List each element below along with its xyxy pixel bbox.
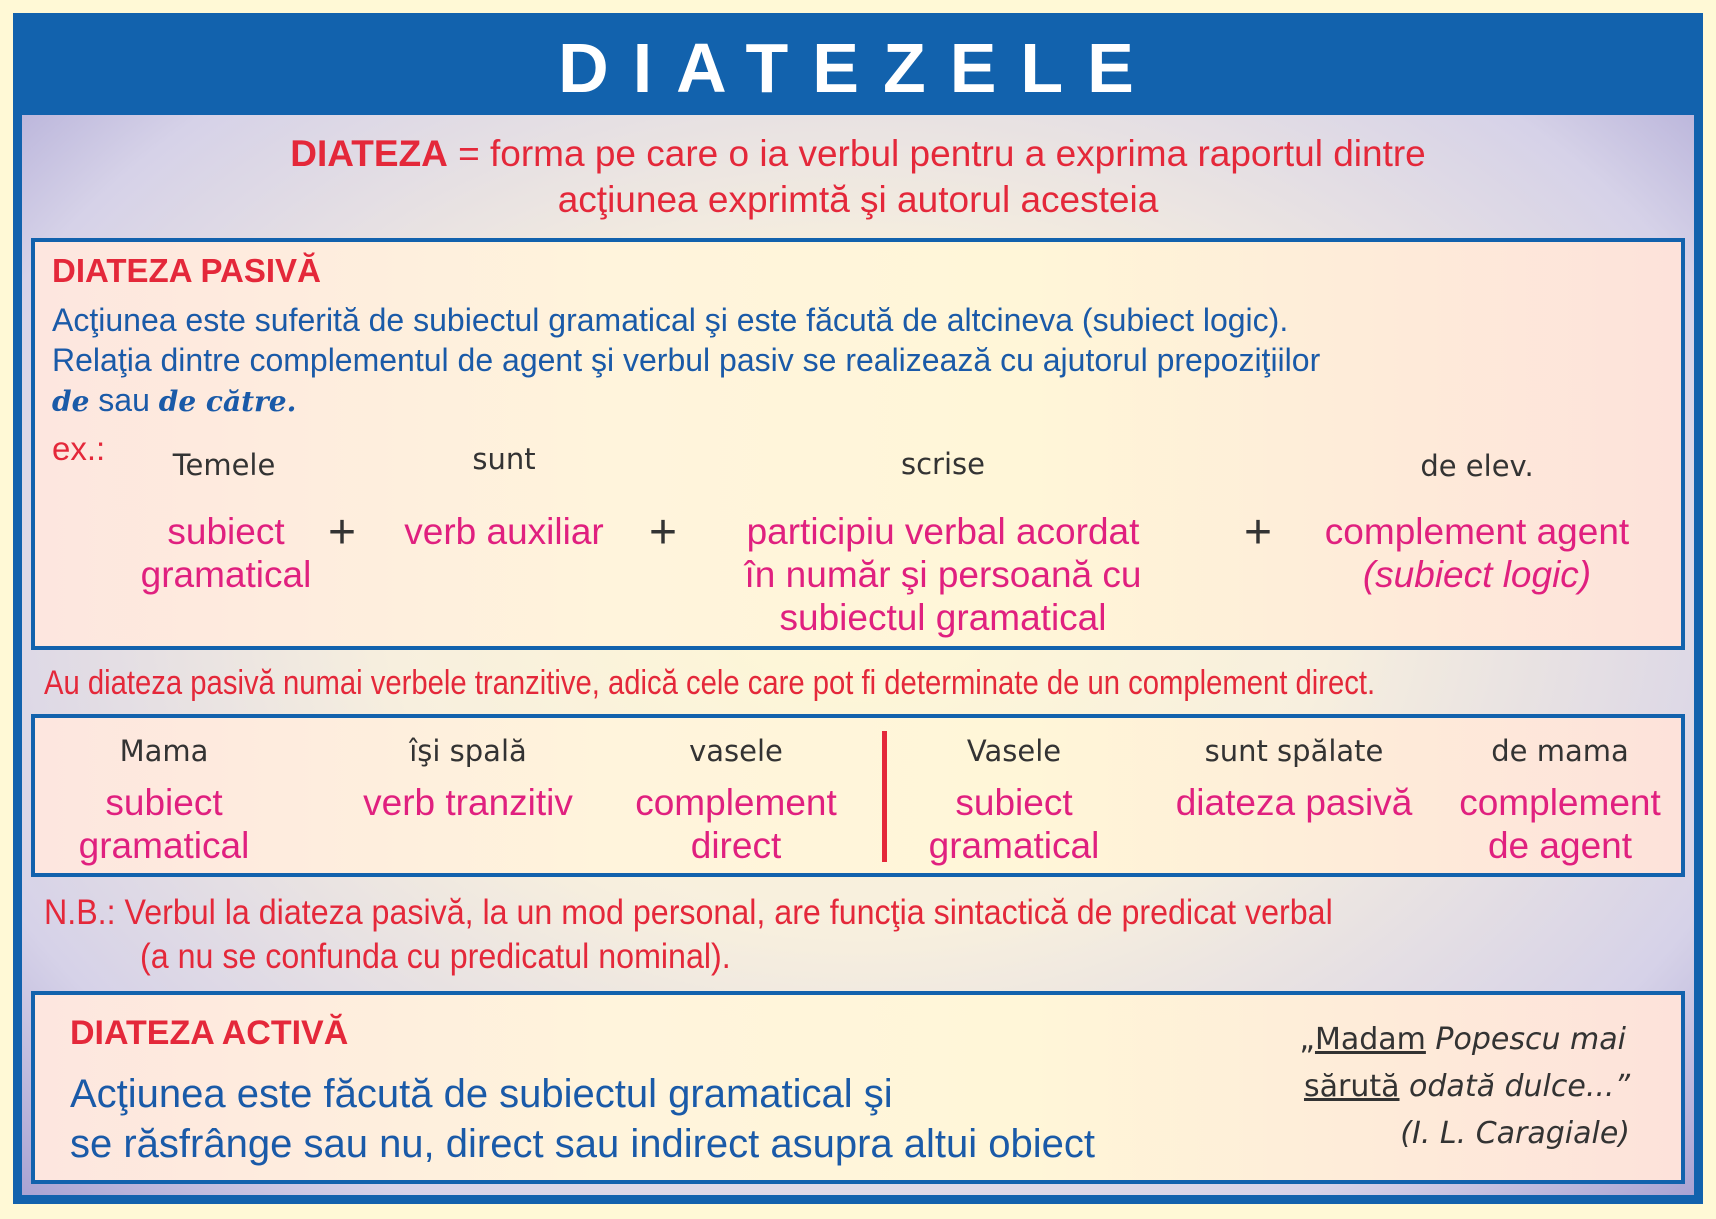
example-word: sunt (472, 442, 536, 476)
title-bar (13, 13, 1703, 115)
active-voice-box (31, 991, 1685, 1184)
definition-text: = forma pe care o ia verbul pentru a exp… (447, 133, 1426, 174)
definition-line-2: acţiunea exprimtă şi autorul acesteia (557, 179, 1159, 220)
example-label: ex.: (52, 430, 106, 467)
definition-term: DIATEZA (290, 133, 448, 174)
plus-sign: + (327, 506, 357, 559)
prep-de-catre: de către. (158, 385, 297, 418)
example-role-participle: participiu verbal acordat în număr şi per… (744, 511, 1142, 638)
example-role-subject: subiect gramatical (140, 511, 312, 595)
conj-sau: sau (89, 382, 159, 418)
quote-author: (I. L. Caragiale) (1400, 1116, 1630, 1151)
passive-line-3: de sau de către. (52, 382, 296, 419)
page-title: DIATEZELE (558, 29, 1158, 107)
comparison-word: vasele (689, 734, 783, 768)
comparison-word: de mama (1491, 734, 1629, 768)
comparison-label: verb tranzitiv (363, 782, 573, 823)
comparison-word: sunt spălate (1204, 734, 1384, 768)
active-line-2: se răsfrânge sau nu, direct sau indirect… (70, 1122, 1096, 1166)
example-word: Temele (172, 448, 276, 482)
prep-de: de (52, 385, 90, 418)
passive-line-1: Acţiunea este suferită de subiectul gram… (52, 302, 1289, 338)
quote-line-2: sărută odată dulce...” (1303, 1069, 1630, 1104)
passive-voice-box (31, 238, 1685, 650)
nb-line-1: N.B.: Verbul la diateza pasivă, la un mo… (44, 893, 1333, 932)
plus-sign: + (1243, 506, 1273, 559)
passive-heading: DIATEZA PASIVĂ (52, 252, 321, 289)
example-role-agent: complement agent (subiect logic) (1324, 511, 1630, 595)
comparison-label: complement direct (635, 782, 837, 866)
example-word: scrise (901, 447, 985, 481)
comparison-box (31, 714, 1685, 877)
comparison-word: îşi spală (409, 734, 527, 768)
example-role-verb: verb auxiliar (404, 511, 604, 552)
comparison-word: Mama (119, 734, 209, 768)
divider (882, 731, 887, 862)
passive-line-2: Relaţia dintre complementul de agent şi … (52, 342, 1321, 378)
active-heading: DIATEZA ACTIVĂ (70, 1014, 349, 1052)
comparison-label: subiect gramatical (78, 782, 250, 866)
comparison-label: subiect gramatical (928, 782, 1100, 866)
transitive-rule: Au diateza pasivă numai verbele tranziti… (44, 664, 1376, 702)
comparison-word: Vasele (966, 734, 1062, 768)
nb-line-2: (a nu se confunda cu predicatul nominal)… (140, 937, 731, 976)
comparison-label: diateza pasivă (1175, 782, 1413, 823)
example-word: de elev. (1420, 449, 1534, 483)
plus-sign: + (648, 506, 678, 559)
definition-line-1: DIATEZA = forma pe care o ia verbul pent… (290, 132, 1426, 176)
quote-line-1: „Madam Popescu mai (1299, 1022, 1626, 1057)
active-line-1: Acţiunea este făcută de subiectul gramat… (70, 1072, 893, 1116)
comparison-label: complement de agent (1459, 782, 1661, 866)
